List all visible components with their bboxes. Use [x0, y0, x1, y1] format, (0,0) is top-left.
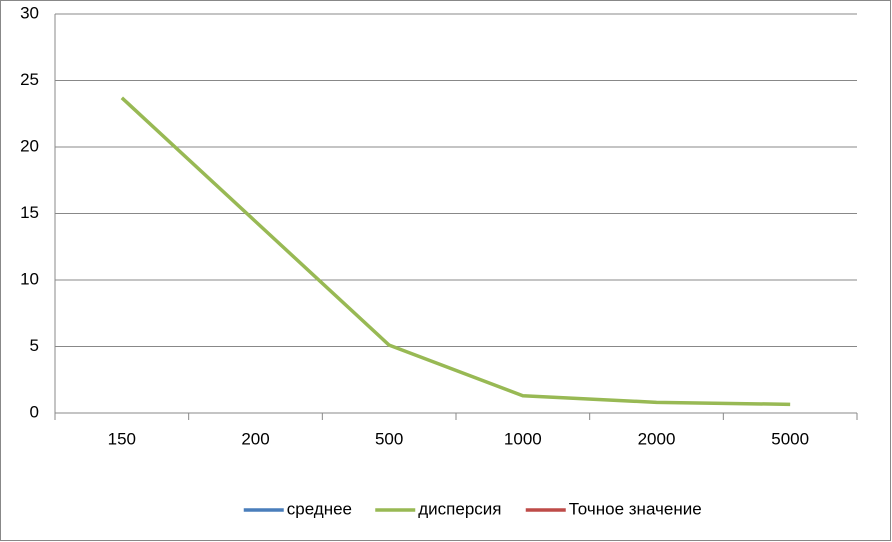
legend-label: среднее [287, 499, 352, 518]
legend-label: Точное значение [569, 499, 702, 518]
x-tick-label: 500 [375, 429, 403, 448]
y-tick-label: 0 [30, 402, 39, 421]
series-line [120, 96, 791, 407]
y-tick-label: 10 [20, 269, 39, 288]
x-tick-label: 150 [108, 429, 136, 448]
y-tick-label: 5 [30, 336, 39, 355]
y-tick-label: 20 [20, 136, 39, 155]
y-tick-label: 25 [20, 70, 39, 89]
legend-label: дисперсия [418, 499, 501, 518]
x-tick-label: 200 [241, 429, 269, 448]
x-tick-label: 5000 [771, 429, 809, 448]
x-tick-label: 1000 [504, 429, 542, 448]
y-tick-label: 30 [20, 3, 39, 22]
x-tick-label: 2000 [638, 429, 676, 448]
y-tick-label: 15 [20, 203, 39, 222]
